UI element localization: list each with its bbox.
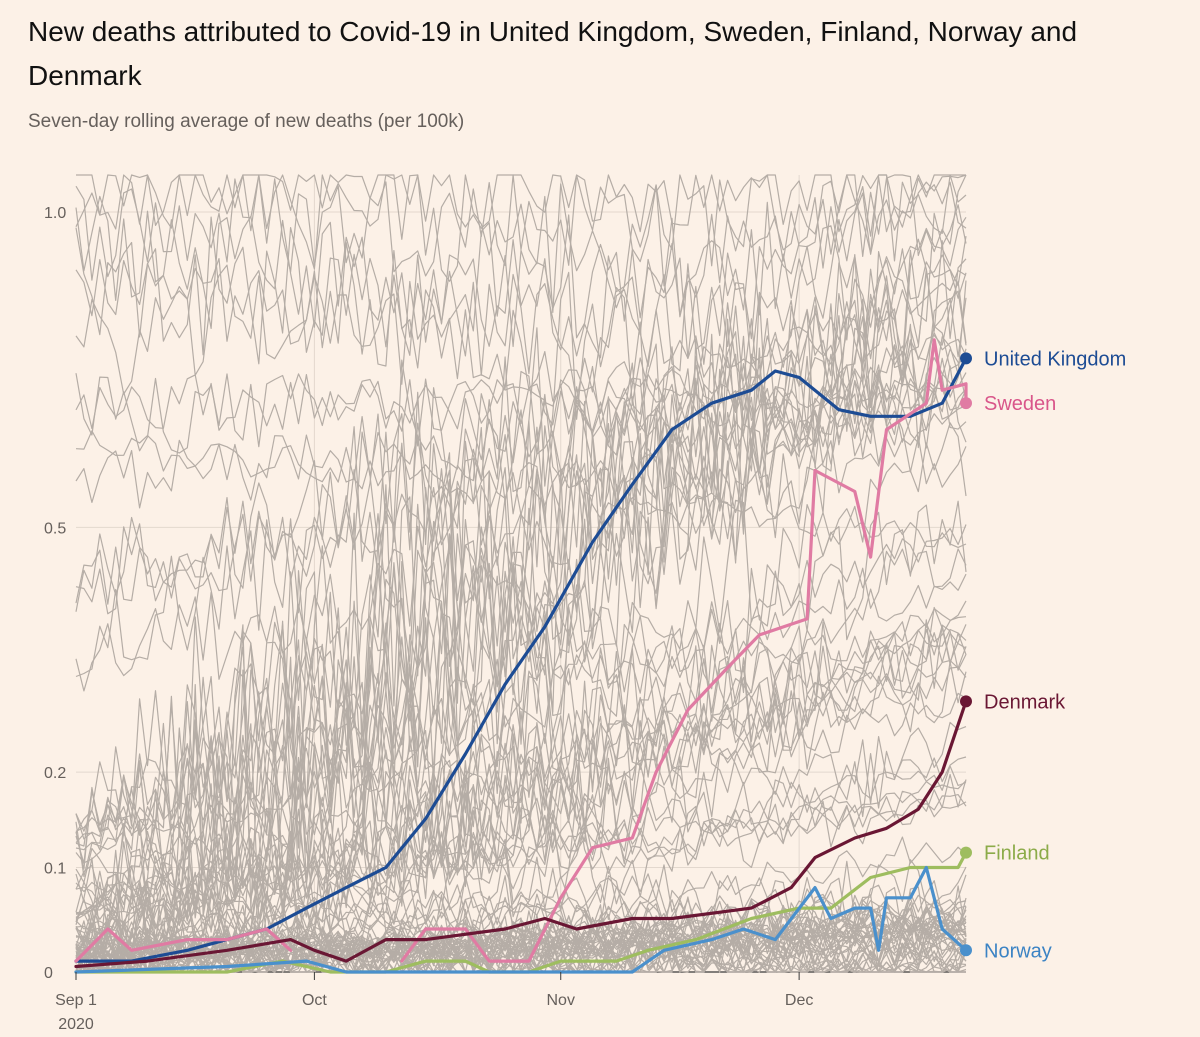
series-line-norway <box>74 865 968 974</box>
background-series-line <box>75 607 967 883</box>
series-line-denmark <box>74 699 968 969</box>
background-series-line <box>76 905 967 973</box>
background-series-line <box>75 937 967 960</box>
x-tick-label: Oct <box>302 992 327 1009</box>
highlight-series-layer <box>74 338 968 974</box>
series-end-marker <box>960 695 972 708</box>
series-label: Norway <box>984 940 1052 962</box>
axis-layer: 0 0.1 0.2 0.5 1.0 Sep 1 2020 Oct Nov Dec <box>44 205 813 1033</box>
background-series-line <box>75 897 967 934</box>
background-series-line <box>75 619 967 973</box>
series-line-sweden <box>74 927 293 963</box>
series-end-marker <box>960 846 972 859</box>
series-label-layer: United Kingdom Sweden Denmark Finland Norway <box>960 348 1126 962</box>
background-series-line <box>75 195 967 393</box>
y-tick-label: 0.5 <box>44 520 66 537</box>
background-series-line <box>75 364 967 454</box>
background-series-line <box>76 174 967 345</box>
series-label: Sweden <box>984 393 1056 415</box>
background-series-line <box>75 422 967 948</box>
background-series-line <box>75 204 967 967</box>
background-series-line <box>75 573 967 835</box>
x-tick-label: Nov <box>547 992 575 1009</box>
y-tick-label: 1.0 <box>44 205 66 222</box>
background-series-line <box>75 269 967 615</box>
background-series-line <box>75 348 967 509</box>
background-series-line <box>75 348 967 605</box>
background-series-line <box>75 280 967 833</box>
x-tick-label: Dec <box>785 992 813 1009</box>
background-series-line <box>75 236 967 965</box>
x-tick-label: Sep 1 <box>55 992 97 1009</box>
background-series-line <box>75 280 967 612</box>
series-end-marker <box>960 397 972 410</box>
series-label: Finland <box>984 843 1050 865</box>
background-series-line <box>75 500 967 936</box>
series-line-sweden <box>400 338 968 963</box>
background-series-line <box>75 914 967 957</box>
chart-title: New deaths attributed to Covid-19 in Uni… <box>28 16 1078 91</box>
background-series-line <box>76 773 967 973</box>
background-series-line <box>75 900 967 968</box>
series-label: Denmark <box>984 691 1066 713</box>
background-series-line <box>75 628 967 920</box>
x-tick-sublabel: 2020 <box>58 1016 94 1033</box>
background-series-line <box>75 174 967 233</box>
background-series-line <box>75 174 967 281</box>
background-series-line <box>75 750 967 959</box>
y-tick-label: 0.1 <box>44 860 66 877</box>
series-end-marker <box>960 944 972 957</box>
background-series-line <box>75 524 967 851</box>
background-series-line <box>75 258 967 488</box>
background-series-line <box>75 374 967 435</box>
background-series-line <box>75 430 967 549</box>
background-series-line <box>75 606 967 878</box>
background-series-line <box>75 798 967 904</box>
background-series-line <box>75 934 967 973</box>
y-tick-label: 0.2 <box>44 765 66 782</box>
background-series-line <box>75 646 967 972</box>
background-series-line <box>75 174 966 678</box>
series-end-marker <box>960 352 972 365</box>
y-tick-label: 0 <box>44 965 53 982</box>
series-label: United Kingdom <box>984 348 1126 370</box>
background-series-layer <box>75 174 967 973</box>
chart-subtitle: Seven-day rolling average of new deaths … <box>28 111 465 132</box>
background-series-line <box>75 548 967 840</box>
